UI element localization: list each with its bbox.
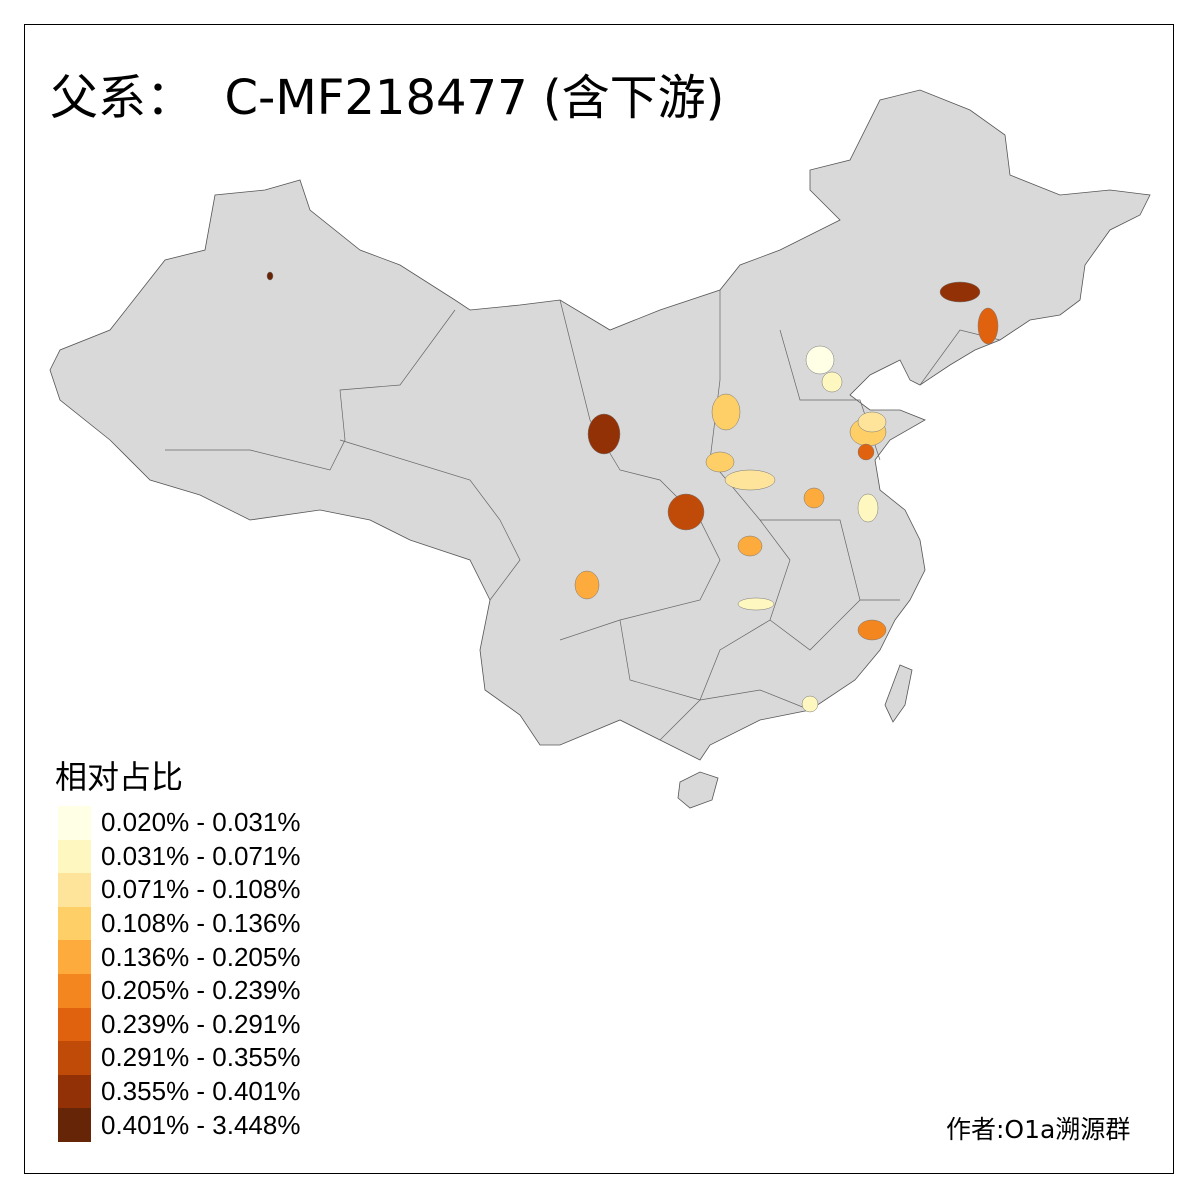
legend-item: 0.291% - 0.355% (58, 1041, 300, 1075)
legend-label: 0.291% - 0.355% (101, 1042, 301, 1073)
legend-swatch (58, 806, 91, 840)
legend-swatch (58, 906, 91, 941)
legend-label: 0.031% - 0.071% (101, 840, 301, 871)
legend-label: 0.071% - 0.108% (101, 874, 301, 905)
legend-item: 0.071% - 0.108% (58, 873, 300, 907)
legend-label: 0.020% - 0.031% (101, 807, 301, 838)
highlighted-region (857, 493, 879, 523)
legend-item: 0.031% - 0.071% (58, 839, 301, 874)
legend-swatch (58, 1007, 91, 1042)
legend-item: 0.355% - 0.401% (58, 1074, 301, 1109)
highlighted-region (587, 413, 621, 455)
author-credit: 作者:O1a溯源群 (946, 1115, 1131, 1144)
highlighted-region (705, 451, 735, 473)
legend-label: 0.205% - 0.239% (101, 975, 301, 1006)
legend-item: 0.020% - 0.031% (58, 806, 300, 840)
highlighted-region (857, 411, 887, 433)
legend-item: 0.239% - 0.291% (58, 1007, 301, 1042)
legend-label: 0.239% - 0.291% (101, 1008, 301, 1039)
legend-label: 0.401% - 3.448% (101, 1109, 301, 1140)
highlighted-region (857, 619, 887, 641)
highlighted-region (574, 570, 600, 600)
legend-swatch (58, 873, 91, 907)
highlighted-region (266, 271, 274, 281)
highlighted-region (821, 371, 843, 393)
legend-swatch (58, 940, 91, 974)
legend-item: 0.401% - 3.448% (58, 1108, 300, 1142)
legend-label: 0.108% - 0.136% (101, 908, 301, 939)
highlighted-region (857, 443, 875, 461)
legend: 0.020% - 0.031% 0.031% - 0.071% 0.071% - 0… (58, 806, 300, 1142)
highlighted-region (805, 345, 835, 375)
map-title: 父系： C-MF218477 (含下游) (50, 70, 725, 126)
highlighted-region (711, 393, 741, 431)
highlighted-region (939, 281, 981, 303)
highlighted-region (803, 487, 825, 509)
hainan-island (677, 771, 719, 809)
legend-swatch (58, 839, 91, 874)
map-frame (24, 24, 1174, 1174)
legend-item: 0.108% - 0.136% (58, 906, 301, 941)
highlighted-region (801, 695, 819, 713)
legend-swatch (58, 1041, 91, 1075)
legend-swatch (58, 1074, 91, 1109)
legend-title: 相对占比 (55, 758, 184, 796)
legend-swatch (58, 973, 91, 1008)
highlighted-region (737, 535, 763, 557)
legend-item: 0.136% - 0.205% (58, 940, 300, 974)
legend-label: 0.355% - 0.401% (101, 1076, 301, 1107)
legend-label: 0.136% - 0.205% (101, 941, 301, 972)
legend-swatch (58, 1108, 91, 1142)
legend-item: 0.205% - 0.239% (58, 973, 301, 1008)
highlighted-region (724, 469, 776, 491)
taiwan-island (884, 664, 913, 723)
highlighted-region (977, 307, 999, 345)
highlighted-region (667, 493, 705, 531)
highlighted-region (737, 597, 775, 611)
